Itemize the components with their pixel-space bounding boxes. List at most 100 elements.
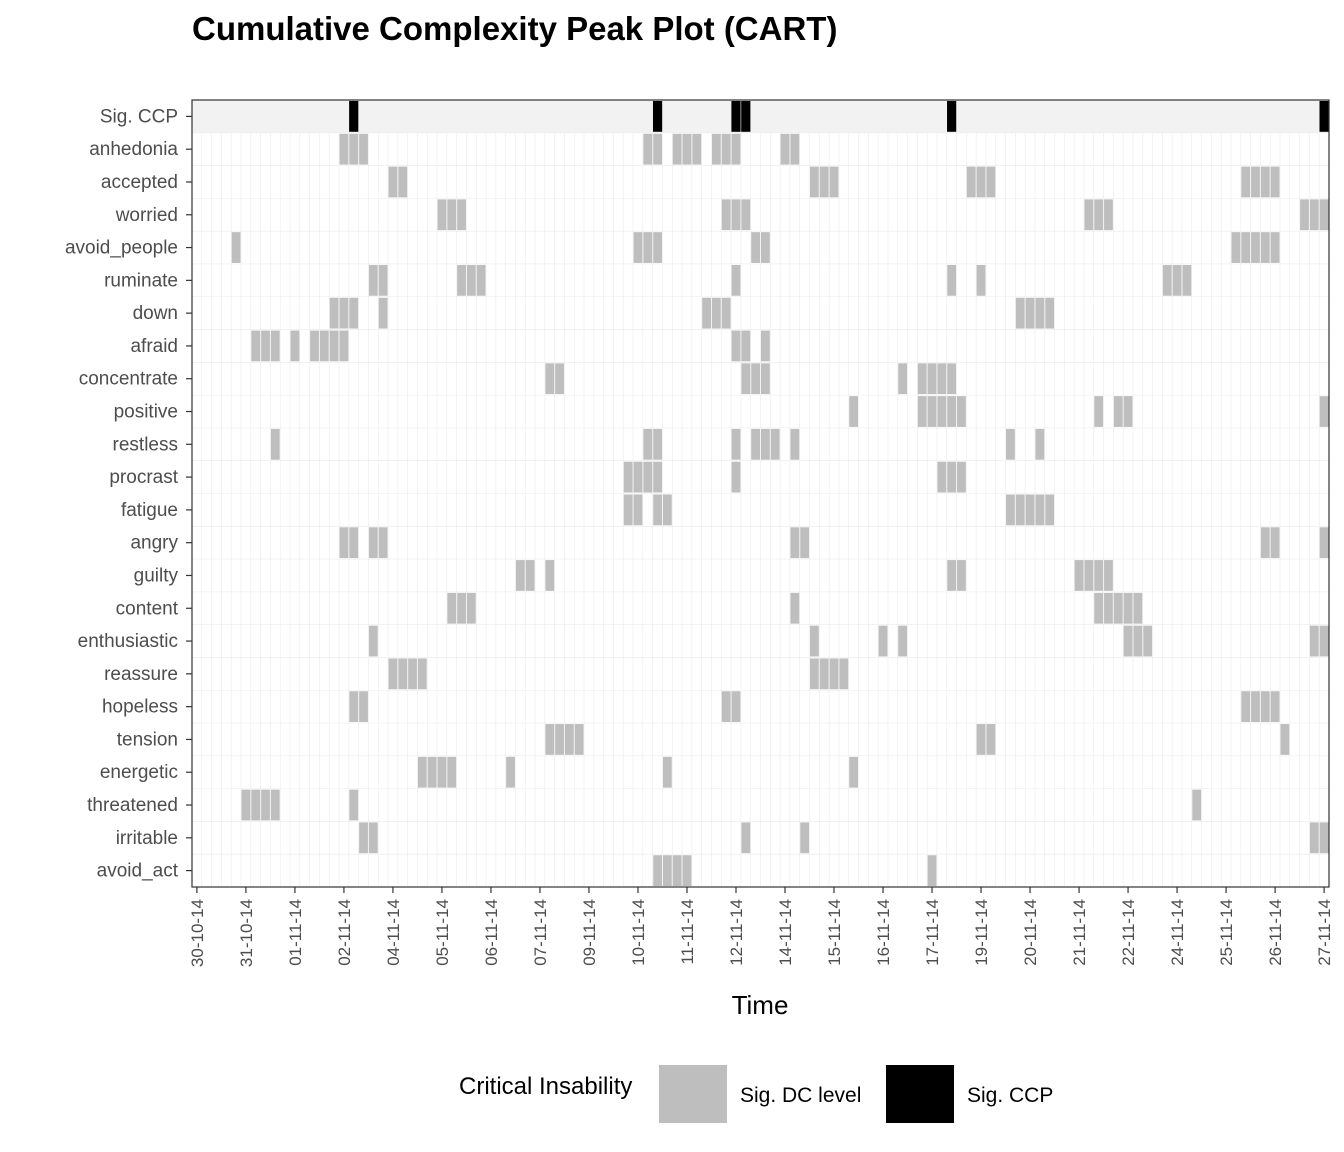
y-tick-label: afraid (130, 336, 178, 357)
x-tick-label: 10-11-14 (629, 899, 648, 966)
legend: Critical Insability Sig. DC level Sig. C… (459, 1065, 1053, 1123)
dc-cell (829, 166, 839, 198)
dc-cell (1035, 494, 1045, 526)
dc-cell (349, 691, 359, 723)
chart-title: Cumulative Complexity Peak Plot (CART) (192, 10, 837, 47)
dc-cell (1270, 691, 1280, 723)
x-tick-label: 05-11-14 (433, 899, 452, 966)
dc-cell (927, 363, 937, 395)
dc-cell (623, 461, 633, 493)
heatmap-cells (192, 100, 1329, 886)
y-tick-label: enthusiastic (78, 631, 178, 652)
dc-cell (731, 330, 741, 362)
dc-cell (731, 264, 741, 296)
ccp-row-background (192, 100, 1329, 133)
dc-cell (721, 691, 731, 723)
x-tick-label: 27-11-14 (1315, 899, 1334, 966)
dc-cell (927, 855, 937, 886)
dc-cell (1143, 625, 1153, 657)
x-tick-label: 04-11-14 (384, 899, 403, 966)
dc-cell (780, 133, 790, 165)
legend-title: Critical Insability (459, 1073, 632, 1100)
dc-cell (1260, 232, 1270, 263)
dc-cell (506, 756, 515, 788)
dc-cell (810, 166, 819, 198)
dc-cell (378, 264, 388, 296)
dc-cell (398, 166, 408, 198)
dc-cell (741, 363, 751, 395)
dc-cell (662, 494, 672, 526)
dc-cell (770, 428, 780, 460)
dc-cell (1280, 724, 1290, 755)
dc-cell (270, 789, 280, 821)
dc-cell (947, 264, 957, 296)
dc-cell (339, 297, 349, 329)
dc-cell (555, 724, 564, 755)
y-tick-label: fatigue (121, 500, 178, 521)
dc-cell (1309, 625, 1319, 657)
dc-cell (319, 330, 329, 362)
y-tick-label: threatened (87, 795, 178, 816)
dc-cell (957, 560, 966, 591)
dc-cell (564, 724, 574, 755)
dc-cell (417, 658, 427, 690)
ccp-cell (947, 101, 957, 132)
dc-cell (231, 232, 241, 263)
x-tick-label: 20-11-14 (1021, 899, 1040, 966)
dc-cell (947, 560, 957, 591)
dc-cell (339, 133, 349, 165)
dc-cell (261, 789, 270, 821)
dc-cell (1045, 297, 1055, 329)
dc-cell (408, 658, 417, 690)
dc-cell (476, 264, 486, 296)
ccp-cell (1319, 101, 1329, 132)
x-tick-label: 01-11-14 (286, 899, 305, 966)
dc-cell (368, 264, 378, 296)
dc-cell (1260, 691, 1270, 723)
dc-cell (1113, 592, 1123, 624)
dc-cell (1260, 527, 1270, 559)
ccp-cell (349, 101, 359, 132)
dc-cell (457, 264, 466, 296)
dc-cell (349, 527, 359, 559)
y-tick-label: guilty (134, 565, 179, 586)
dc-cell (751, 232, 760, 263)
dc-cell (251, 330, 261, 362)
dc-cell (555, 363, 564, 395)
dc-cell (349, 789, 359, 821)
dc-cell (966, 166, 976, 198)
dc-cell (1319, 527, 1329, 559)
dc-cell (545, 560, 555, 591)
y-tick-label: accepted (101, 172, 178, 193)
dc-cell (368, 822, 378, 854)
dc-cell (761, 363, 770, 395)
dc-cell (1182, 264, 1192, 296)
dc-cell (545, 724, 555, 755)
dc-cell (398, 658, 408, 690)
dc-cell (349, 297, 359, 329)
dc-cell (721, 297, 731, 329)
dc-cell (261, 330, 270, 362)
dc-cell (359, 822, 368, 854)
x-tick-label: 07-11-14 (531, 899, 550, 966)
y-tick-label: concentrate (79, 369, 178, 390)
dc-cell (1123, 625, 1133, 657)
dc-cell (417, 756, 427, 788)
dc-cell (251, 789, 261, 821)
dc-cell (1260, 166, 1270, 198)
dc-cell (1270, 166, 1280, 198)
y-tick-label: irritable (116, 828, 178, 849)
dc-cell (790, 527, 800, 559)
y-tick-label: reassure (104, 664, 178, 685)
dc-cell (731, 691, 741, 723)
dc-cell (1113, 396, 1123, 427)
x-axis-ticks: 30-10-14 31-10-14 01-11-14 02-11-14 04-11-14… (188, 887, 1334, 967)
dc-cell (633, 494, 643, 526)
dc-cell (329, 330, 339, 362)
x-tick-label: 31-10-14 (237, 899, 256, 967)
dc-cell (947, 461, 957, 493)
dc-cell (1300, 199, 1309, 231)
dc-cell (368, 625, 378, 657)
y-tick-label: tension (117, 729, 178, 750)
legend-swatch-dc (659, 1065, 727, 1123)
